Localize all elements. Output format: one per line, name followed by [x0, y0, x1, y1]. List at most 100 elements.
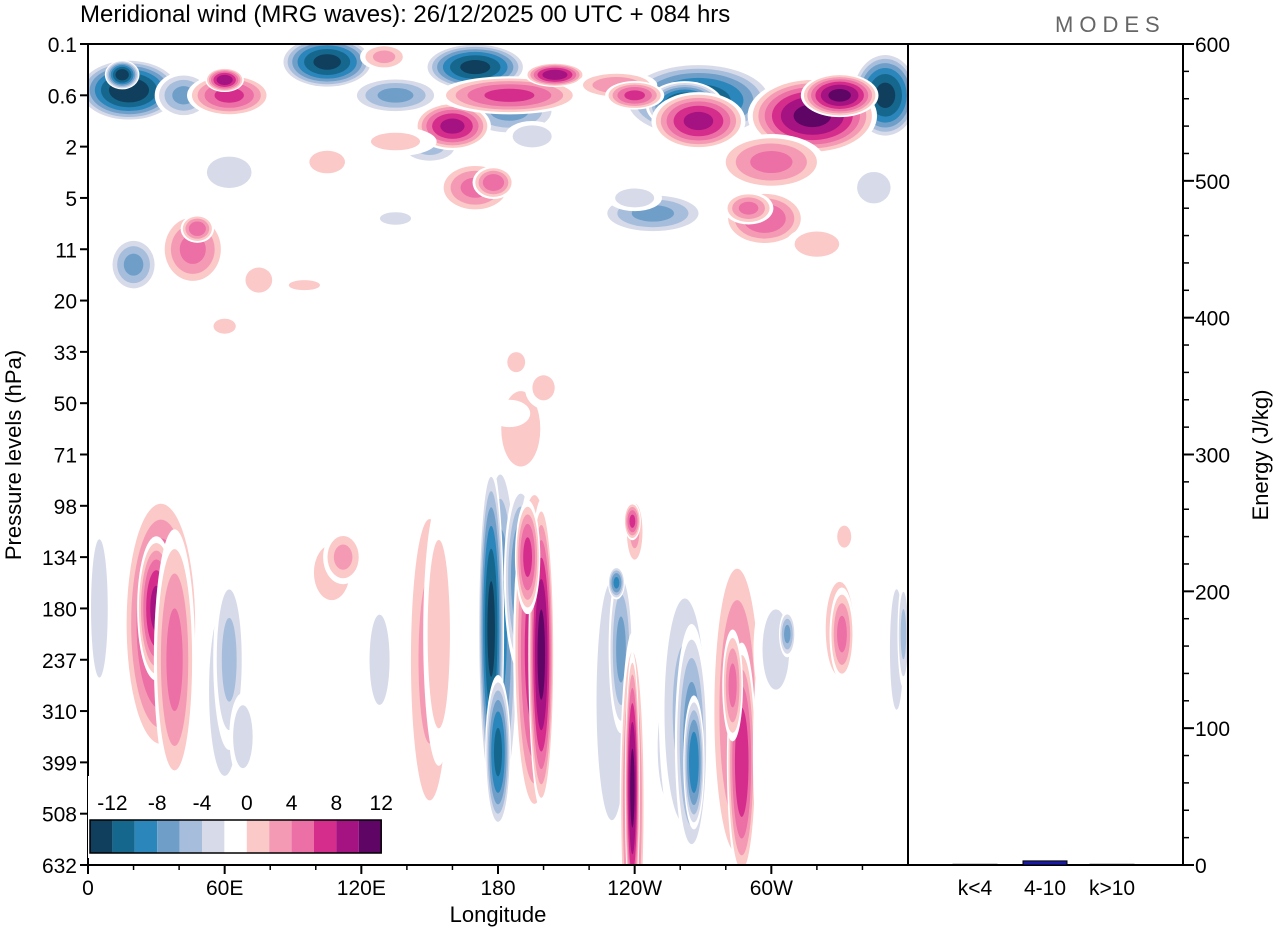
negative-wind-contour — [91, 539, 108, 678]
pressure-tick-label: 310 — [42, 701, 77, 724]
positive-wind-contour — [837, 525, 852, 548]
positive-wind-contour — [837, 615, 847, 653]
negative-wind-contour — [310, 420, 367, 448]
positive-wind-contour — [624, 90, 645, 101]
negative-wind-contour — [784, 624, 791, 644]
energy-tick-label: 300 — [1195, 445, 1230, 468]
negative-wind-contour — [233, 705, 253, 769]
positive-wind-contour — [542, 69, 568, 80]
positive-wind-contour — [750, 151, 793, 174]
negative-wind-contour — [875, 82, 896, 108]
colorbar-swatch — [314, 820, 337, 853]
colorbar-label: -8 — [148, 792, 167, 815]
positive-wind-contour — [288, 280, 320, 291]
negative-wind-contour — [377, 87, 414, 103]
pressure-tick-label: 632 — [42, 855, 77, 878]
negative-wind-contour — [616, 616, 626, 683]
colorbar-swatch — [157, 820, 180, 853]
positive-wind-contour — [734, 707, 749, 817]
positive-wind-contour — [166, 608, 183, 712]
colorbar-swatch — [224, 820, 247, 853]
positive-wind-contour — [683, 111, 714, 131]
pressure-tick-label: 20 — [54, 291, 77, 314]
negative-wind-contour — [460, 60, 491, 75]
chart-title: Meridional wind (MRG waves): 26/12/2025 … — [80, 1, 730, 28]
energy-bar-1 — [952, 863, 998, 866]
positive-wind-contour — [268, 601, 300, 790]
positive-wind-contour — [213, 318, 236, 334]
positive-wind-contour — [532, 375, 555, 401]
negative-wind-contour — [754, 794, 811, 834]
colorbar-label: -4 — [193, 792, 212, 815]
energy-tick-label: 600 — [1195, 34, 1230, 57]
colorbar-swatch — [134, 820, 158, 853]
positive-wind-contour — [719, 446, 755, 463]
negative-wind-contour — [864, 449, 907, 470]
negative-wind-contour — [488, 399, 531, 428]
positive-wind-contour — [507, 352, 526, 373]
pressure-tick-label: 98 — [54, 496, 77, 519]
positive-wind-contour — [738, 201, 759, 215]
colorbar: -12 -8 -4 0 4 8 12 — [88, 776, 393, 858]
pressure-axis: 0.1 0.6 2 5 11 20 33 50 71 98 134 180 237 310 399 508 63… — [42, 34, 88, 878]
colorbar-swatch — [336, 820, 359, 853]
negative-wind-contour — [665, 459, 696, 480]
positive-wind-contour — [484, 88, 535, 102]
colorbar-swatch — [358, 820, 382, 853]
negative-wind-contour — [493, 727, 503, 777]
longitude-tick-label: 0 — [82, 877, 94, 900]
contour-field — [88, 44, 908, 865]
positive-wind-contour — [537, 609, 546, 700]
pressure-tick-label: 0.6 — [48, 85, 77, 108]
pressure-tick-label: 71 — [54, 445, 77, 468]
pressure-tick-label: 0.1 — [48, 34, 77, 57]
energy-bar-2 — [1022, 860, 1068, 866]
pressure-tick-label: 5 — [65, 188, 77, 211]
positive-wind-contour — [427, 539, 450, 729]
longitude-tick-label: 180 — [480, 877, 515, 900]
energy-tick-label: 0 — [1195, 855, 1207, 878]
colorbar-label: 8 — [331, 792, 343, 815]
negative-wind-contour — [313, 54, 341, 70]
pressure-tick-label: 2 — [65, 137, 77, 160]
positive-wind-contour — [630, 748, 635, 828]
colorbar-swatch — [90, 820, 113, 853]
pressure-tick-label: 180 — [42, 598, 77, 621]
energy-tick-label: 100 — [1195, 718, 1230, 741]
negative-wind-contour — [900, 608, 907, 660]
positive-wind-contour — [482, 174, 505, 191]
positive-wind-contour — [851, 591, 883, 780]
positive-wind-contour — [188, 221, 206, 236]
colorbar-swatch — [202, 820, 225, 853]
positive-wind-contour — [802, 456, 831, 473]
energy-panel-frame — [907, 43, 1184, 866]
positive-wind-contour — [440, 118, 465, 134]
pressure-tick-label: 508 — [42, 804, 77, 827]
positive-wind-contour — [684, 529, 713, 585]
pressure-tick-label: 33 — [54, 342, 77, 365]
colorbar-label: -12 — [97, 792, 127, 815]
negative-wind-contour — [379, 212, 412, 225]
positive-wind-contour — [372, 50, 396, 64]
negative-wind-contour — [123, 253, 144, 276]
energy-bars: k<4 4-10 k>10 — [952, 860, 1135, 900]
y-axis-label: Pressure levels (hPa) — [1, 350, 26, 560]
negative-wind-contour — [487, 581, 495, 677]
energy-axis: 0 100 200 300 400 500 600 — [1183, 34, 1230, 878]
colorbar-swatch — [179, 820, 202, 853]
energy-category-label: 4-10 — [1024, 877, 1066, 900]
longitude-tick-label: 120W — [607, 877, 662, 900]
negative-wind-contour — [369, 614, 390, 705]
positive-wind-contour — [370, 132, 421, 151]
negative-wind-contour — [615, 188, 655, 208]
positive-wind-contour — [828, 88, 851, 102]
pressure-tick-label: 50 — [54, 393, 77, 416]
longitude-tick-label: 120E — [337, 877, 386, 900]
positive-wind-contour — [389, 308, 425, 324]
colorbar-label: 0 — [241, 792, 253, 815]
negative-wind-contour — [689, 731, 699, 793]
positive-wind-contour — [629, 514, 636, 528]
negative-wind-contour — [857, 171, 891, 204]
colorbar-label: 4 — [286, 792, 298, 815]
